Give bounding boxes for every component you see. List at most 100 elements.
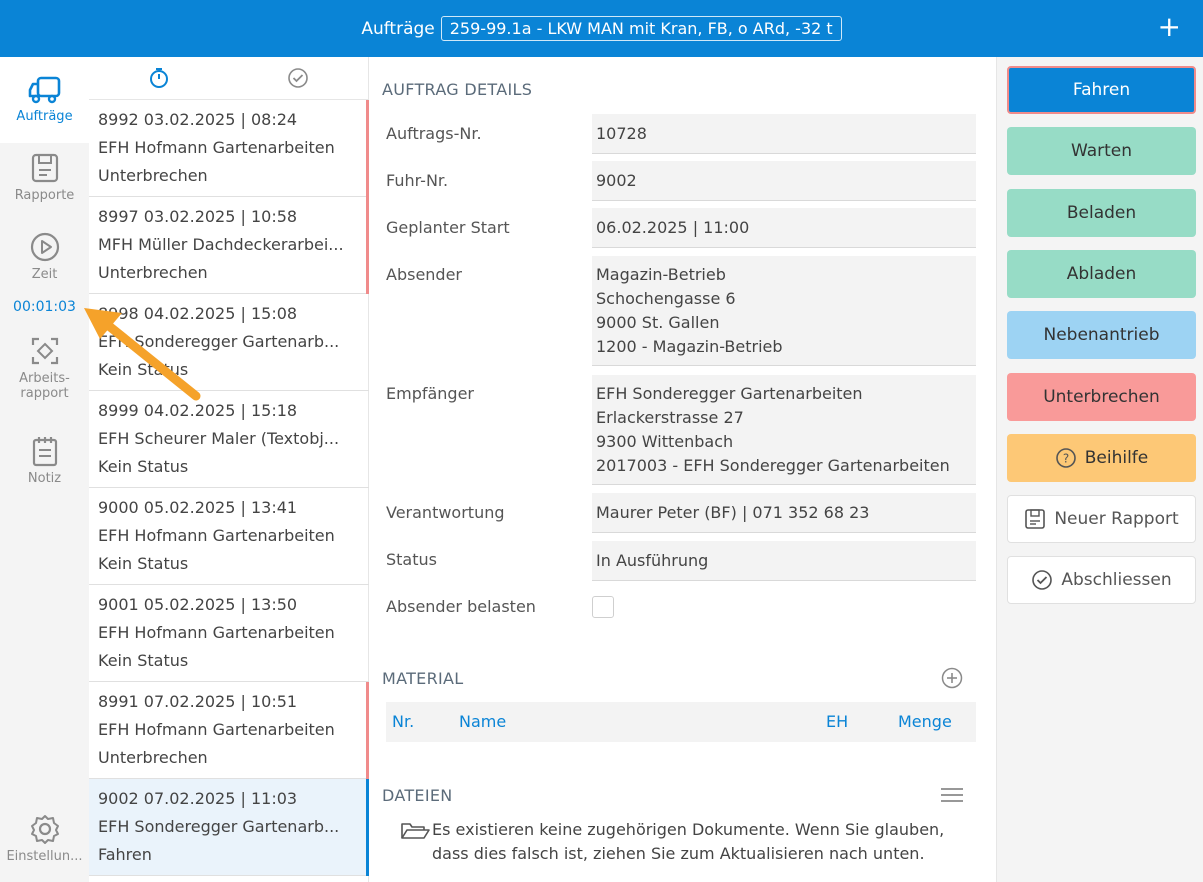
nav-label-zeit: Zeit [31,267,58,282]
order-line2: EFH Hofmann Gartenarbeiten [98,623,335,642]
nav-item-arbeitsrapport[interactable]: Arbeits- rapport [0,335,89,401]
add-material-icon[interactable] [941,667,963,689]
status-label: Status [386,550,437,569]
absender-line: Schochengasse 6 [596,289,736,308]
order-line3: Unterbrechen [98,263,208,282]
nav-label-rapporte: Rapporte [14,188,75,203]
empfaenger-line: 2017003 - EFH Sonderegger Gartenarbeiten [596,456,950,475]
add-icon[interactable]: + [1157,10,1181,43]
order-line2: EFH Hofmann Gartenarbeiten [98,720,335,739]
action-button-nebenantrieb[interactable]: Nebenantrieb [1007,311,1196,360]
action-button-beladen[interactable]: Beladen [1007,188,1196,237]
start-label: Geplanter Start [386,218,510,237]
action-button-label: Warten [1070,141,1133,162]
col-nr: Nr. [392,712,415,731]
empfaenger-line: Erlackerstrasse 27 [596,408,744,427]
nav-label-einstellungen: Einstellun... [6,849,83,864]
order-list-header [89,57,368,100]
nav-item-zeit[interactable]: Zeit [0,231,89,282]
action-button-abschliessen[interactable]: Abschliessen [1007,556,1196,605]
order-item[interactable]: 8997 03.02.2025 | 10:58 MFH Müller Dachde… [89,197,369,294]
absender-line: 1200 - Magazin-Betrieb [596,337,783,356]
order-line3: Kein Status [98,360,189,379]
stopwatch-icon[interactable] [148,67,170,89]
play-icon [30,232,59,262]
truck-icon [28,76,60,104]
order-status-stripe [366,100,369,197]
nav-label-arbeitsrapport-1: Arbeits- [19,371,70,386]
order-item[interactable]: 8998 04.02.2025 | 15:08 EFH Sonderegger G… [89,294,369,391]
action-button-label: Nebenantrieb [1043,325,1160,346]
order-line1: 8997 03.02.2025 | 10:58 [98,207,298,226]
action-button-icon [1024,508,1046,530]
order-status-stripe [366,197,369,294]
report-icon [1025,509,1046,529]
order-details: AUFTRAG DETAILS Auftrags-Nr. 10728 Fuhr-… [370,57,996,882]
vehicle-selector[interactable]: 259-99.1a - LKW MAN mit Kran, FB, o ARd,… [440,16,842,41]
notepad-icon [32,437,57,467]
absender-value: Magazin-Betrieb Schochengasse 6 9000 St.… [592,256,976,366]
action-button-icon [1031,569,1053,591]
order-item[interactable]: 9002 07.02.2025 | 11:03 EFH Sonderegger G… [89,779,369,876]
order-line3: Kein Status [98,457,189,476]
action-button-beihilfe[interactable]: ? Beihilfe [1007,433,1196,482]
order-status-stripe [366,682,369,779]
action-button-warten[interactable]: Warten [1007,127,1196,176]
absender-belasten-label: Absender belasten [386,597,536,616]
nav-item-notiz[interactable]: Notiz [0,435,89,486]
nav-item-einstellungen[interactable]: Einstellun... [0,813,89,864]
order-line1: 9002 07.02.2025 | 11:03 [98,789,298,808]
nav-item-auftraege[interactable]: Aufträge [0,57,89,143]
auftragsnr-value: 10728 [592,114,976,154]
top-bar: Aufträge 259-99.1a - LKW MAN mit Kran, F… [0,0,1203,57]
nav-item-rapporte[interactable]: Rapporte [0,152,89,203]
order-line1: 8999 04.02.2025 | 15:18 [98,401,298,420]
action-button-unterbrechen[interactable]: Unterbrechen [1007,372,1196,421]
empfaenger-value: EFH Sonderegger Gartenarbeiten Erlackers… [592,375,976,485]
check-circle-icon[interactable] [287,67,309,89]
order-line1: 9001 05.02.2025 | 13:50 [98,595,298,614]
absender-line: Magazin-Betrieb [596,265,726,284]
absender-belasten-checkbox[interactable] [592,596,614,618]
order-item[interactable]: 9000 05.02.2025 | 13:41 EFH Hofmann Garte… [89,488,369,585]
folder-open-icon [401,823,430,839]
status-value: In Ausführung [592,541,976,581]
action-button-abladen[interactable]: Abladen [1007,249,1196,298]
order-line2: EFH Hofmann Gartenarbeiten [98,138,335,157]
nav-label-arbeitsrapport-2: rapport [20,386,69,401]
menu-icon[interactable] [940,787,964,803]
order-line3: Fahren [98,845,152,864]
order-line2: EFH Hofmann Gartenarbeiten [98,526,335,545]
question-icon: ? [1055,447,1076,468]
action-button-label: Abladen [1066,263,1137,284]
order-line2: MFH Müller Dachdeckerarbei... [98,235,344,254]
scan-icon [31,337,58,365]
page-title: Aufträge [361,18,435,39]
action-button-neuer-rapport[interactable]: Neuer Rapport [1007,495,1196,544]
order-line1: 8991 07.02.2025 | 10:51 [98,692,298,711]
svg-text:?: ? [1063,451,1069,465]
left-nav: Aufträge Rapporte Zeit 00:01:03 Arbeits-… [0,57,89,882]
action-button-fahren[interactable]: Fahren [1007,66,1196,114]
empfaenger-line: EFH Sonderegger Gartenarbeiten [596,384,863,403]
empty-note-line2: dass dies falsch ist, ziehen Sie zum Akt… [432,844,925,863]
order-item[interactable]: 8999 04.02.2025 | 15:18 EFH Scheurer Male… [89,391,369,488]
check-circle-icon [1032,570,1053,591]
order-item[interactable]: 8992 03.02.2025 | 08:24 EFH Hofmann Garte… [89,100,369,197]
order-item[interactable]: 8991 07.02.2025 | 10:51 EFH Hofmann Garte… [89,682,369,779]
verantwortung-value: Maurer Peter (BF) | 071 352 68 23 [592,493,976,533]
material-title: MATERIAL [382,669,464,688]
empfaenger-label: Empfänger [386,384,475,403]
action-button-label: Unterbrechen [1043,386,1160,407]
order-item[interactable]: 9001 05.02.2025 | 13:50 EFH Hofmann Garte… [89,585,369,682]
order-line2: EFH Scheurer Maler (Textobj... [98,429,340,448]
auftragsnr-label: Auftrags-Nr. [386,124,482,143]
order-line3: Unterbrechen [98,166,208,185]
fuhrnr-value: 9002 [592,161,976,201]
order-line1: 8998 04.02.2025 | 15:08 [98,304,298,323]
action-button-label: Beihilfe [1084,447,1149,468]
col-name: Name [459,712,507,731]
absender-label: Absender [386,265,462,284]
dateien-title: DATEIEN [382,786,453,805]
empfaenger-line: 9300 Wittenbach [596,432,734,451]
